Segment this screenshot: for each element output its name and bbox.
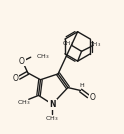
- Text: CH$_3$: CH$_3$: [62, 39, 74, 48]
- Text: CH$_3$: CH$_3$: [17, 98, 31, 107]
- Text: CH$_3$: CH$_3$: [89, 40, 101, 49]
- Text: H: H: [79, 83, 84, 88]
- Text: O: O: [89, 93, 95, 102]
- Text: CH$_3$: CH$_3$: [36, 52, 49, 61]
- Text: O: O: [19, 57, 25, 66]
- Text: N: N: [49, 100, 55, 109]
- Text: CH$_3$: CH$_3$: [46, 114, 59, 123]
- Text: O: O: [12, 74, 18, 83]
